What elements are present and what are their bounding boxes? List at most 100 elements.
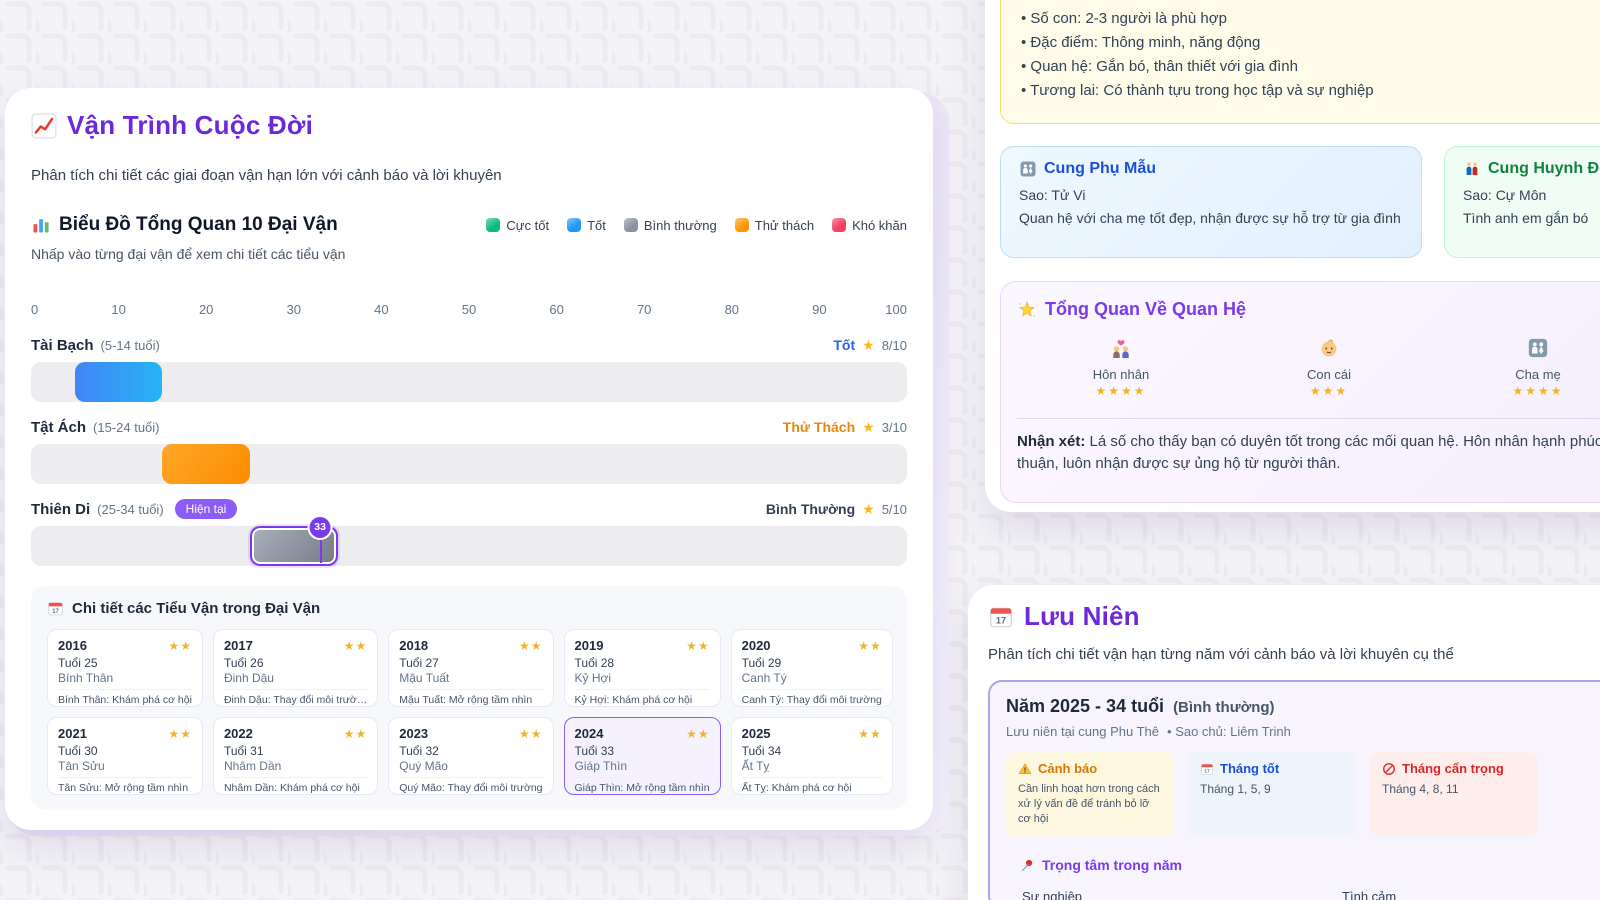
year-stars: ★★: [168, 726, 192, 741]
year-grid: 2016 ★★ Tuổi 25 Bính Thân Bính Thân: Khám…: [47, 629, 893, 795]
caution-months-box: Tháng cẩn trọng Tháng 4, 8, 11: [1370, 752, 1538, 836]
year-card-2019[interactable]: 2019 ★★ Tuổi 28 Kỷ Hợi Kỷ Hợi: Khám phá c…: [563, 629, 721, 707]
legend-item: Khó khăn: [832, 218, 907, 233]
period-bar[interactable]: [74, 362, 163, 402]
star-icon: [862, 337, 875, 354]
overview-label: Con cái: [1306, 367, 1352, 382]
axis-tick: 0: [31, 302, 39, 317]
decade-luck-chart: 0 10 20 30 40 50 60 70 80 90 100 Tài Bạc…: [31, 302, 907, 566]
legend-item: Tốt: [567, 218, 606, 233]
period-age-range: (15-24 tuổi): [93, 419, 160, 435]
annual-meta-palace: Lưu niên tại cung Phu Thê: [1006, 724, 1160, 739]
current-age-marker: 33: [309, 517, 331, 538]
period-row-tai-bach[interactable]: Tài Bạch (5-14 tuổi) Tốt 8/10: [31, 334, 907, 402]
couple-heart-icon: [1113, 340, 1129, 358]
year-label: 2018: [399, 638, 429, 653]
parents-palace-desc: Quan hệ với cha mẹ tốt đẹp, nhận được sự…: [1019, 210, 1401, 226]
no-entry-icon: [1382, 762, 1396, 775]
period-row-thien-di[interactable]: Thiên Di (25-34 tuổi) Hiện tại Bình Thườ…: [31, 498, 907, 566]
good-months-box: 17 Tháng tốt Tháng 1, 5, 9: [1188, 752, 1356, 836]
year-card-2018[interactable]: 2018 ★★ Tuổi 27 Mậu Tuất Mậu Tuất: Mở rộn…: [388, 629, 554, 707]
period-track: [31, 444, 907, 484]
year-card-2023[interactable]: 2023 ★★ Tuổi 32 Quý Mão Quý Mão: Thay đổi…: [388, 717, 554, 795]
year-age: Tuổi 32: [399, 744, 439, 758]
year-desc: Ất Tỵ: Khám phá cơ hội: [741, 777, 882, 794]
year-canchi: Mậu Tuất: [399, 671, 450, 685]
year-age: Tuổi 28: [574, 656, 615, 670]
year-canchi: Bính Thân: [58, 671, 114, 685]
year-card-2021[interactable]: 2021 ★★ Tuổi 30 Tân Sửu Tân Sửu: Mở rộng …: [47, 717, 203, 795]
chart-note: Nhấp vào từng đại vận để xem chi tiết cá…: [31, 246, 346, 262]
year-card-2017[interactable]: 2017 ★★ Tuổi 26 Đinh Dậu Đinh Dậu: Thay đ…: [212, 629, 379, 707]
note-item: • Số con: 2-3 người là phù hợp: [1021, 10, 1227, 27]
overview-col-parents: Cha mẹ ★★★★: [1458, 337, 1600, 398]
year-canchi: Nhâm Dần: [223, 759, 282, 773]
year-desc: Mậu Tuất: Mở rộng tầm nhìn: [399, 689, 543, 706]
period-score: 3/10: [881, 419, 907, 435]
bar-chart-icon: [33, 219, 49, 233]
year-label: 2021: [58, 726, 87, 741]
year-stars: ★★: [858, 726, 882, 741]
caution-months-text: Tháng 4, 8, 11: [1382, 782, 1459, 796]
legend-item: Cực tốt: [486, 218, 549, 233]
overview-comment-text: Lá số cho thấy bạn có duyên tốt trong cá…: [1017, 433, 1600, 472]
axis-tick: 40: [374, 302, 389, 317]
parents-palace-title: Cung Phụ Mẫu: [1044, 160, 1156, 177]
year-stars: ★★: [343, 638, 368, 653]
relationships-card: • Số con: 2-3 người là phù hợp • Đặc điể…: [985, 0, 1600, 512]
minor-luck-details: 17 Chi tiết các Tiểu Vận trong Đại Vận 2…: [31, 586, 907, 809]
parents-palace-card: Cung Phụ Mẫu Sao: Tử Vi Quan hệ với cha …: [1000, 146, 1422, 258]
year-desc: Bính Thân: Khám phá cơ hội: [58, 689, 192, 706]
overview-comment-label: Nhận xét:: [1017, 433, 1086, 450]
year-label: 2019: [574, 638, 604, 653]
axis-tick: 60: [549, 302, 564, 317]
year-desc: Đinh Dậu: Thay đổi môi trườ…: [223, 689, 368, 706]
axis-tick: 10: [111, 302, 126, 317]
year-age: Tuổi 30: [58, 744, 98, 758]
year-canchi: Quý Mão: [399, 759, 448, 773]
legend-label: Tốt: [587, 217, 606, 233]
year-card-2024-current[interactable]: 2024 ★★ Tuổi 33 Giáp Thìn Giáp Thìn: Mở r…: [563, 717, 721, 795]
overview-col-marriage: Hôn nhân ★★★★: [1041, 337, 1201, 398]
year-card-2020[interactable]: 2020 ★★ Tuổi 29 Canh Tý Canh Tý: Thay đổi…: [730, 629, 893, 707]
overview-col-children: Con cái ★★★: [1249, 337, 1409, 398]
siblings-palace-card: Cung Huynh Đệ Sao: Cự Môn Tình anh em gắ…: [1444, 146, 1600, 258]
two-men-icon: [1466, 162, 1478, 175]
sparkle-star-icon: [1019, 300, 1035, 317]
period-rating: Thử Thách: [782, 419, 856, 435]
siblings-palace-star: Sao: Cự Môn: [1463, 187, 1547, 203]
year-card-2022[interactable]: 2022 ★★ Tuổi 31 Nhâm Dần Nhâm Dần: Khám p…: [212, 717, 379, 795]
annual-luck-card-2025[interactable]: Năm 2025 - 34 tuổi (Bình thường) Lưu niê…: [988, 680, 1600, 900]
period-row-tat-ach[interactable]: Tật Ách (15-24 tuổi) Thử Thách 3/10: [31, 416, 907, 484]
year-card-2016[interactable]: 2016 ★★ Tuổi 25 Bính Thân Bính Thân: Khám…: [47, 629, 203, 707]
calendar-icon: 17: [1201, 763, 1213, 775]
good-months-title: Tháng tốt: [1220, 761, 1280, 776]
period-score: 5/10: [881, 501, 907, 517]
annual-status: (Bình thường): [1173, 699, 1275, 716]
legend-label: Cực tốt: [506, 217, 550, 233]
overview-comment: Nhận xét: Lá số cho thấy bạn có duyên tố…: [1017, 431, 1600, 475]
parents-palace-star: Sao: Tử Vi: [1019, 187, 1086, 203]
overview-stars: ★★★★: [1512, 384, 1564, 398]
star-icon: [862, 501, 875, 518]
year-card-2025[interactable]: 2025 ★★ Tuổi 34 Ất Tỵ Ất Tỵ: Khám phá cơ …: [730, 717, 893, 795]
legend-item: Thử thách: [734, 218, 814, 233]
page-title: Vận Trình Cuộc Đời: [67, 110, 313, 140]
luu-nien-card: 17 Lưu Niên Phân tích chi tiết vận hạn t…: [968, 585, 1600, 900]
period-name: Tài Bạch: [31, 336, 94, 354]
year-desc: Giáp Thìn: Mở rộng tầm nhìn: [574, 777, 710, 794]
calendar-icon: 17: [990, 607, 1012, 627]
axis-tick: 20: [198, 302, 214, 317]
good-months-text: Tháng 1, 5, 9: [1200, 782, 1271, 796]
period-bar[interactable]: [162, 444, 250, 484]
year-stars: ★★: [519, 638, 543, 653]
period-track: 33: [31, 517, 907, 566]
line-chart-icon: [31, 113, 57, 138]
caution-months-title: Tháng cẩn trọng: [1402, 761, 1504, 776]
note-item: • Đặc điểm: Thông minh, năng động: [1021, 34, 1261, 51]
restroom-people-icon: [1528, 338, 1548, 358]
relationship-overview-card: Tổng Quan Về Quan Hệ Hôn nhân ★★★★: [1000, 281, 1600, 503]
year-canchi: Giáp Thìn: [574, 759, 627, 773]
year-canchi: Ất Tỵ: [741, 759, 770, 773]
